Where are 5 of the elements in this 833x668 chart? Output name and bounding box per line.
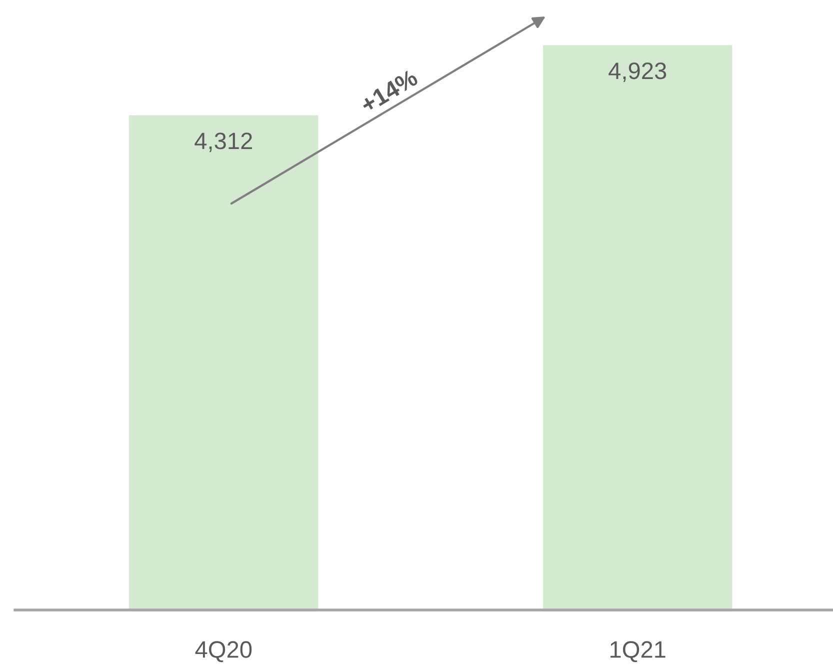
- data-label: 4,923: [608, 62, 666, 82]
- data-label: 4,312: [194, 132, 252, 152]
- x-tick-label: 4Q20: [195, 641, 252, 662]
- x-tick-label: 1Q21: [610, 641, 666, 662]
- annotation: +14%: [359, 68, 419, 114]
